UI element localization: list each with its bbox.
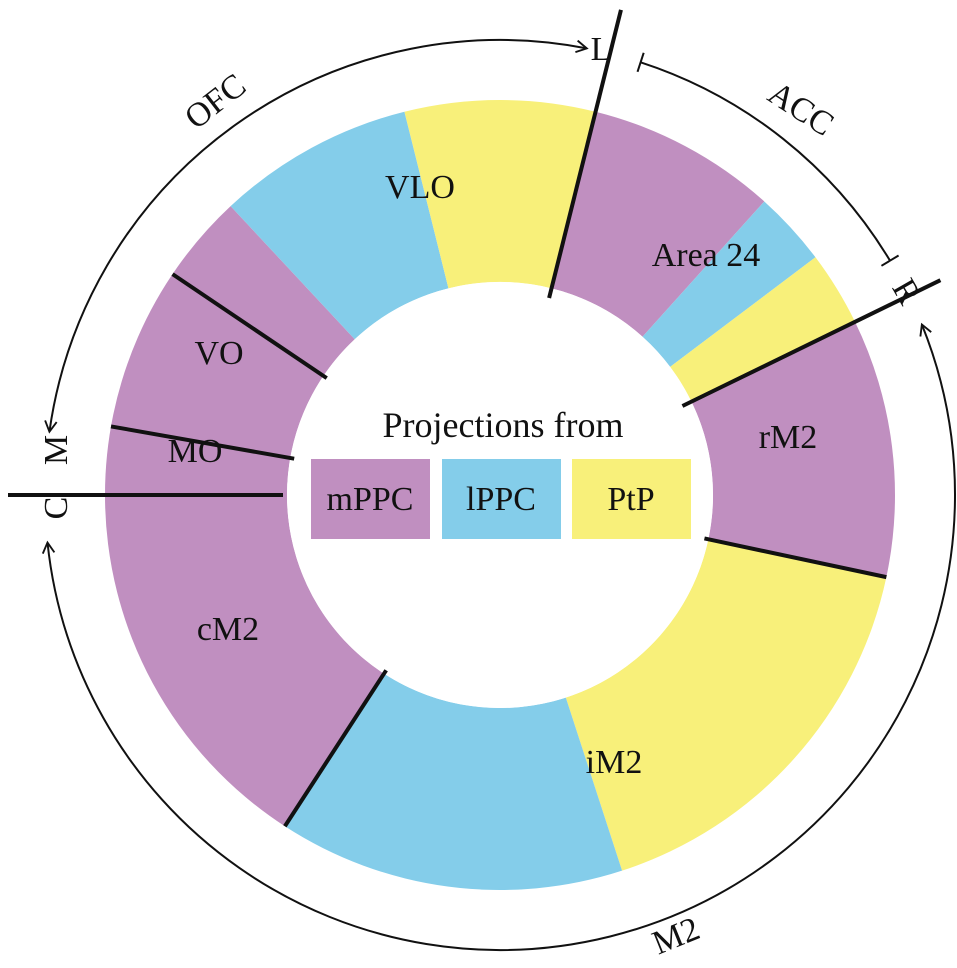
m2-arc <box>41 322 956 951</box>
sector-acc-mppc <box>551 111 765 337</box>
region-label-vlo: VLO <box>385 169 455 206</box>
outer-label-lateral: L <box>591 31 612 68</box>
acc-arc <box>640 61 891 262</box>
legend-label-mppc: mPPC <box>327 481 414 518</box>
acc-arc-end-tick-left <box>636 52 645 73</box>
outer-label-m2: M2 <box>647 910 705 962</box>
outer-label-acc: ACC <box>761 75 840 144</box>
center-legend: Projections from mPPC lPPC PtP <box>311 405 691 539</box>
outer-label-ofc: OFC <box>178 67 253 137</box>
sector-m2-ptp <box>565 539 887 871</box>
acc-arc-end-tick-right <box>880 254 900 267</box>
legend-swatch-lppc <box>442 459 561 539</box>
outer-label-caudal: C <box>38 497 75 520</box>
outer-label-medial: M <box>38 435 75 465</box>
region-label-im2: iM2 <box>586 744 643 781</box>
region-label-cm2: cM2 <box>197 611 259 648</box>
region-labels: VLO Area 24 rM2 iM2 cM2 MO VO <box>168 169 818 781</box>
legend-swatch-ptp <box>572 459 691 539</box>
legend-label-ptp: PtP <box>607 481 654 518</box>
region-label-area24: Area 24 <box>652 237 761 274</box>
outer-arcs <box>41 39 956 951</box>
legend-swatch-mppc <box>311 459 430 539</box>
region-label-mo: MO <box>168 433 223 470</box>
region-label-rm2: rM2 <box>759 419 818 456</box>
legend-title: Projections from <box>383 405 624 445</box>
divider-im2-cm2 <box>283 669 388 828</box>
legend-label-lppc: lPPC <box>466 481 536 518</box>
region-label-vo: VO <box>194 335 243 372</box>
sector-cm2-mppc <box>105 495 384 827</box>
sector-m2-lppc <box>284 673 623 890</box>
